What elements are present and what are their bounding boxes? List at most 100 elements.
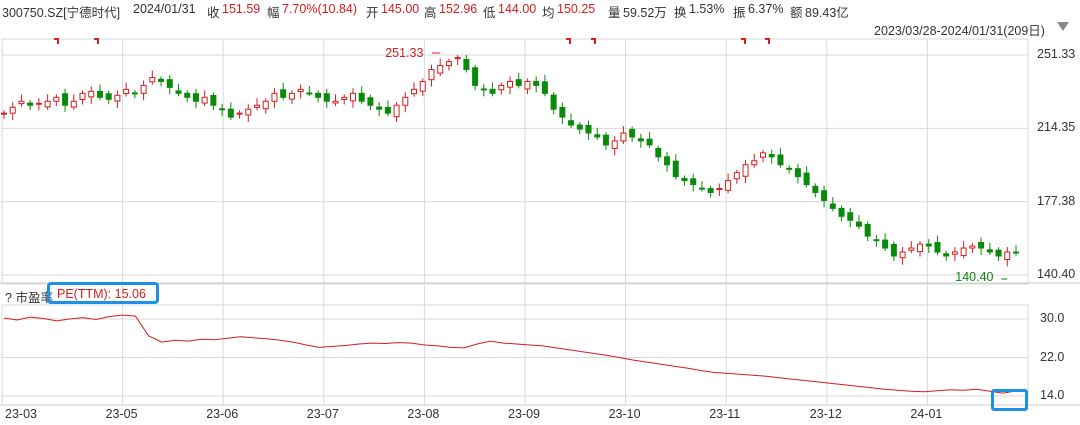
amplitude-value: 6.37% bbox=[748, 2, 784, 16]
high-label: 高 bbox=[424, 6, 437, 20]
candle-body bbox=[934, 241, 941, 253]
candle-body bbox=[576, 124, 583, 130]
low-value: 144.00 bbox=[498, 2, 537, 16]
candle-body bbox=[1004, 251, 1011, 261]
candle-body bbox=[315, 92, 322, 98]
candle-body bbox=[629, 128, 636, 138]
low-label: 低 bbox=[483, 6, 496, 20]
candle-body bbox=[725, 180, 732, 191]
quote-header: 300750.SZ[宁德时代] 2024/01/31 收 151.59 幅 7.… bbox=[0, 0, 1080, 20]
candle-body bbox=[637, 138, 644, 142]
candle-body bbox=[210, 95, 217, 106]
price-axis-tick: 214.35 bbox=[1037, 120, 1076, 135]
candle-body bbox=[262, 100, 269, 110]
avg-value: 150.25 bbox=[557, 2, 596, 16]
help-icon[interactable]: ? bbox=[5, 291, 12, 305]
candle-body bbox=[768, 154, 775, 158]
pe-series-value: PE(TTM): 15.06 bbox=[57, 287, 146, 301]
candle-body bbox=[463, 58, 470, 71]
candle-body bbox=[376, 106, 383, 110]
amount-value: 89.43亿 bbox=[805, 6, 849, 20]
candle-body bbox=[847, 212, 854, 221]
candle-body bbox=[341, 96, 348, 100]
event-marker bbox=[741, 38, 746, 44]
candle-body bbox=[864, 223, 871, 237]
pe-line bbox=[3, 314, 1017, 394]
candle-body bbox=[829, 203, 836, 209]
x-axis-tick: 23-05 bbox=[105, 407, 138, 421]
candle-body bbox=[760, 152, 766, 158]
price-axis-tick: 140.40 bbox=[1037, 267, 1076, 281]
candle-body bbox=[559, 106, 566, 118]
candle-body bbox=[716, 188, 723, 191]
candle-body bbox=[594, 134, 601, 138]
candle-body bbox=[454, 57, 461, 60]
close-label: 收 bbox=[207, 6, 220, 20]
candle-body bbox=[550, 94, 557, 110]
candle-body bbox=[62, 93, 69, 106]
max-annotation-label: 251.33 bbox=[385, 46, 423, 60]
candle-body bbox=[393, 104, 400, 118]
candle-body bbox=[873, 239, 880, 242]
candlestick-series bbox=[1, 55, 1019, 267]
candle-body bbox=[245, 108, 252, 116]
candle-body bbox=[131, 92, 138, 95]
candle-body bbox=[803, 172, 810, 186]
quote-date: 2024/01/31 bbox=[133, 2, 196, 16]
event-marker bbox=[566, 38, 571, 44]
price-axis-tick: 251.33 bbox=[1037, 47, 1076, 61]
candle-body bbox=[507, 80, 513, 88]
candle-body bbox=[332, 100, 339, 104]
candle-body bbox=[620, 132, 627, 142]
candle-body bbox=[995, 249, 1002, 257]
candle-body bbox=[812, 185, 819, 193]
candle-body bbox=[114, 94, 121, 102]
candle-body bbox=[149, 76, 156, 83]
candle-body bbox=[515, 79, 522, 86]
candle-body bbox=[489, 88, 496, 94]
candle-body bbox=[899, 251, 906, 259]
x-axis-tick: 23-07 bbox=[306, 407, 339, 421]
pe-indicator-name: 市盈率 bbox=[15, 291, 53, 305]
candle-body bbox=[96, 90, 103, 98]
candle-body bbox=[698, 187, 705, 190]
candle-body bbox=[411, 88, 418, 95]
candle-body bbox=[655, 147, 662, 158]
candle-body bbox=[44, 100, 51, 108]
pe-panel-frame bbox=[1, 304, 1029, 406]
candle-body bbox=[53, 96, 60, 102]
candle-body bbox=[664, 156, 671, 166]
candle-body bbox=[681, 177, 688, 182]
candle-body bbox=[707, 188, 714, 193]
min-annotation-label: 140.40 bbox=[955, 270, 993, 284]
x-axis-tick: 23-06 bbox=[206, 407, 239, 421]
candle-body bbox=[1, 112, 7, 115]
candle-body bbox=[236, 112, 243, 115]
candle-body bbox=[166, 79, 173, 88]
volume-value: 59.52万 bbox=[623, 6, 667, 20]
candle-body bbox=[297, 88, 304, 93]
close-value: 151.59 bbox=[222, 2, 261, 16]
dropdown-arrow-icon[interactable] bbox=[1057, 22, 1069, 31]
x-axis-tick: 23-12 bbox=[809, 407, 842, 421]
candle-body bbox=[733, 172, 740, 180]
candle-body bbox=[908, 247, 915, 251]
candle-body bbox=[123, 88, 130, 95]
candle-body bbox=[384, 106, 391, 114]
candle-body bbox=[821, 190, 828, 201]
candle-body bbox=[533, 80, 540, 86]
pe-line-series bbox=[3, 314, 1017, 394]
candle-body bbox=[925, 243, 932, 247]
date-range-selector[interactable]: 2023/03/28-2024/01/31(209日) bbox=[874, 24, 1045, 38]
candle-body bbox=[201, 96, 208, 104]
price-panel-frame bbox=[1, 38, 1029, 285]
candle-body bbox=[35, 102, 42, 105]
candle-body bbox=[794, 168, 801, 178]
candle-body bbox=[917, 243, 924, 253]
x-axis-tick: 23-03 bbox=[5, 407, 37, 421]
pe-panel-title: ? 市盈率 bbox=[5, 287, 53, 306]
amount-label: 额 bbox=[790, 6, 803, 20]
turnover-value: 1.53% bbox=[689, 2, 725, 16]
open-value: 145.00 bbox=[381, 2, 420, 16]
